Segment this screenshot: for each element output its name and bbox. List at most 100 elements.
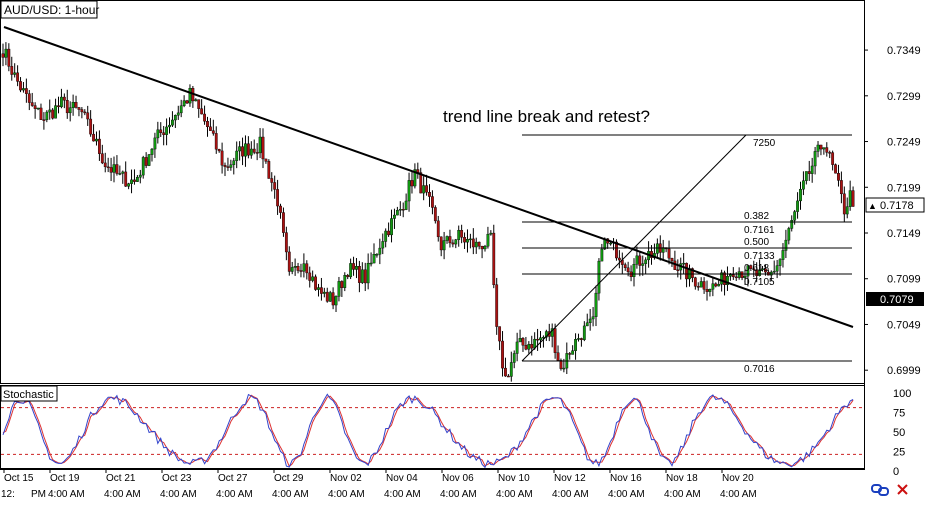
x-time-label: 4:00 AM (272, 489, 309, 500)
x-date-label: Nov 06 (442, 473, 474, 484)
candle-body (147, 154, 151, 166)
stochastic-tick-label: 0 (893, 466, 899, 478)
candle-body (185, 100, 189, 104)
candle-body (393, 214, 396, 219)
candle-body (302, 263, 306, 272)
candle-body (51, 109, 55, 119)
trend-break-annotation: trend line break and retest? (443, 107, 650, 126)
candle-body (7, 48, 11, 67)
candle-body (743, 275, 747, 278)
fib-ratio-label: 0.500 (744, 237, 769, 248)
candle-body (501, 340, 504, 369)
candle-body (594, 292, 598, 317)
crosshair-price-label: 0.7079 (880, 294, 914, 306)
candle-body (369, 262, 373, 265)
candle-body (60, 96, 63, 108)
x-time-label: 4:00 AM (328, 489, 365, 500)
candle-body (755, 269, 759, 277)
candle-body (539, 337, 542, 341)
candle-body (290, 267, 294, 272)
candle-body (521, 338, 525, 346)
candle-body (220, 150, 224, 166)
candle-body (103, 162, 107, 168)
trend-lines (3, 26, 854, 362)
candle-body (36, 107, 40, 110)
x-date-label: Nov 02 (330, 473, 362, 484)
candle-body (509, 362, 513, 377)
current-price-box (865, 197, 925, 213)
candle-body (641, 263, 645, 266)
candle-body (112, 164, 116, 173)
candle-body (717, 284, 721, 287)
candle-body (121, 171, 125, 174)
price-tick-label: 0.7299 (887, 91, 921, 103)
x-date-label: Nov 16 (610, 473, 642, 484)
link-icon[interactable] (871, 484, 889, 496)
crosshair-price-badge: 0.7079 (866, 292, 924, 306)
candle-body (445, 236, 449, 241)
candle-body (355, 266, 358, 270)
candle-body (138, 174, 142, 178)
candle-body (276, 189, 279, 207)
candle-body (343, 275, 347, 288)
candle-body (617, 257, 621, 261)
price-tick-label: 0.7249 (887, 137, 921, 149)
candle-body (842, 193, 846, 215)
price-tick-label: 0.7349 (887, 45, 921, 57)
candle-body (171, 119, 174, 126)
candle-body (334, 296, 338, 306)
candle-body (431, 196, 434, 208)
x-time-label: 4:00 AM (440, 489, 477, 500)
candle-body (1, 53, 5, 58)
close-icon[interactable] (897, 484, 908, 495)
candle-body (48, 109, 52, 113)
candle-body (360, 269, 364, 283)
stochastic-label-box (0, 385, 58, 402)
candle-body (737, 271, 741, 278)
candle-body (574, 339, 577, 351)
candle-body (527, 344, 531, 350)
candle-body (460, 230, 464, 238)
candle-body (837, 173, 840, 181)
candle-body (156, 129, 160, 139)
candle-body (813, 151, 817, 167)
candle-body (550, 328, 554, 337)
candle-body (197, 99, 201, 109)
candle-body (206, 121, 209, 128)
candle-body (711, 283, 715, 290)
candle-body (436, 220, 440, 238)
candle-body (311, 276, 315, 281)
candle-body (825, 147, 829, 153)
x-time-label: 4:00 AM (216, 489, 253, 500)
current-price-arrow: ▲ (868, 201, 877, 211)
candle-body (179, 105, 183, 114)
x-time-label: 12: (1, 489, 15, 500)
candle-body (86, 112, 90, 120)
candle-body (381, 241, 385, 249)
candle-body (495, 284, 499, 327)
candle-body (325, 291, 329, 302)
x-date-label: Nov 10 (498, 473, 530, 484)
candle-body (433, 207, 437, 222)
candle-body (828, 152, 832, 154)
x-time-label: 4:00 AM (664, 489, 701, 500)
candle-body (597, 260, 601, 294)
candle-body (124, 171, 128, 187)
candle-body (410, 180, 414, 187)
current-price-label: 0.7178 (880, 200, 914, 212)
x-time-label: 4:00 AM (160, 489, 197, 500)
candle-body (270, 178, 274, 183)
candle-body (752, 268, 756, 270)
candle-body (504, 367, 507, 377)
candle-body (723, 272, 726, 286)
candle-body (506, 375, 510, 378)
candle-body (80, 109, 84, 113)
candle-body (98, 138, 101, 154)
candle-body (419, 172, 423, 194)
candle-body (477, 241, 481, 247)
candle-body (530, 344, 534, 349)
candle-body (632, 263, 636, 277)
x-date-label: Oct 29 (274, 473, 304, 484)
x-time-label: 4:00 AM (552, 489, 589, 500)
candle-body (232, 160, 236, 165)
